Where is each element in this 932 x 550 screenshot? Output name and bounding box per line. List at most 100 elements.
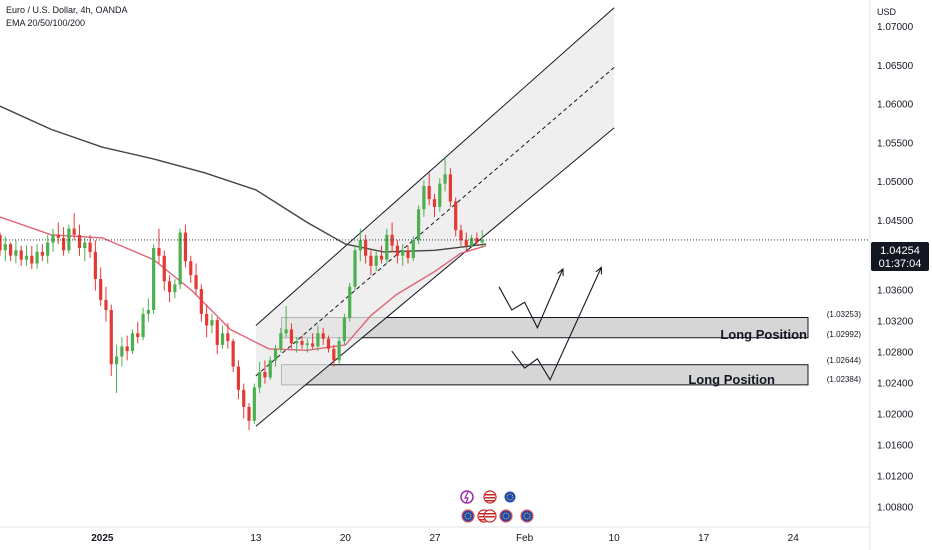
candle-body	[416, 209, 421, 241]
projection-arrowhead	[595, 266, 603, 275]
candle-body	[273, 348, 278, 361]
channel-lower-line	[255, 127, 615, 427]
candle-body	[141, 313, 145, 338]
candle-body	[231, 341, 235, 367]
symbol-title[interactable]: Euro / U.S. Dollar, 4h, OANDA	[6, 5, 128, 15]
candle-body	[77, 234, 82, 248]
time-tick-label: 24	[788, 533, 800, 544]
candle-body	[236, 366, 241, 390]
candle-body	[342, 317, 347, 341]
candle-body	[305, 343, 309, 345]
candle-body	[205, 313, 209, 326]
price-axis-panel	[870, 0, 932, 550]
candle-body	[295, 341, 299, 344]
ema-20-line	[0, 216, 487, 352]
candle-body	[178, 232, 182, 285]
candle-body	[3, 244, 7, 251]
candle-body	[358, 240, 362, 251]
candle-body	[99, 279, 103, 300]
candle-body	[146, 310, 150, 314]
price-tick-label: 1.03600	[877, 286, 914, 297]
us-flag-icon[interactable]	[483, 509, 497, 523]
candle-body	[364, 240, 368, 256]
price-tick-label: 1.05000	[877, 177, 914, 188]
candle-body	[152, 248, 156, 310]
ema-200-line	[0, 105, 487, 253]
price-badge: 1.04254 01:37:04	[871, 242, 929, 271]
price-badge-countdown: 01:37:04	[879, 258, 922, 270]
price-tick-label: 1.01200	[877, 472, 914, 483]
time-tick-label: 2025	[91, 533, 114, 544]
candle-body	[46, 242, 50, 256]
candle-body	[220, 333, 225, 345]
candle-body	[83, 242, 87, 248]
candle-body	[67, 228, 71, 251]
price-tick-label: 1.06000	[877, 100, 914, 111]
channel-layer	[255, 7, 615, 427]
candle-body	[109, 310, 113, 365]
candle-body	[348, 286, 352, 318]
candle-body	[448, 174, 452, 202]
candle-body	[40, 251, 44, 256]
channel-upper-line	[255, 7, 615, 326]
time-tick-label: 27	[429, 533, 441, 544]
candle-body	[284, 329, 288, 334]
candle-body	[390, 234, 394, 246]
candle-body	[210, 320, 214, 326]
us-flag-icon[interactable]	[483, 490, 497, 504]
currency-label[interactable]: USD	[877, 7, 897, 17]
candle-body	[337, 341, 341, 361]
candle-body	[432, 199, 437, 207]
candle-body	[14, 250, 18, 256]
candle-body	[61, 237, 66, 251]
price-badge-price: 1.04254	[880, 245, 920, 257]
projection-path	[498, 268, 564, 330]
zone-1-labels: (1.03253) Long Position (1.02992)	[720, 310, 861, 342]
flash-icon[interactable]	[460, 490, 474, 504]
zone-1-title: Long Position	[720, 327, 807, 342]
candle-body	[321, 333, 325, 339]
time-tick-label: 13	[250, 533, 262, 544]
candle-body	[0, 234, 2, 251]
candle-body	[167, 281, 172, 293]
eu-flag-icon[interactable]	[499, 509, 513, 523]
time-axis-labels: 2025 13 20 27 Feb 10 17 24	[91, 533, 799, 544]
price-badge-bg	[871, 242, 929, 271]
candle-body	[263, 372, 267, 378]
candle-body	[104, 299, 108, 310]
candle-body	[427, 186, 431, 200]
price-tick-label: 1.02800	[877, 348, 914, 359]
candle-body	[136, 333, 140, 338]
candle-body	[162, 255, 166, 282]
candle-body	[252, 387, 256, 421]
candle-body	[464, 240, 468, 246]
zone-2-bottom-tag: (1.02384)	[827, 375, 862, 384]
time-tick-label: 20	[340, 533, 352, 544]
eu-flag-icon[interactable]	[503, 490, 517, 504]
candle-body	[459, 230, 463, 241]
candle-body	[35, 251, 39, 264]
price-tick-label: 1.00800	[877, 503, 914, 514]
eu-flag-icon[interactable]	[520, 509, 534, 523]
candle-body	[157, 248, 161, 256]
zone-1-bottom-tag: (1.02992)	[827, 330, 862, 339]
candle-body	[226, 333, 230, 341]
candle-body	[125, 346, 129, 352]
candle-body	[454, 201, 458, 231]
channel-fill	[255, 7, 615, 427]
candle-body	[406, 250, 410, 259]
eu-flag-icon[interactable]	[461, 509, 475, 523]
projection-path	[511, 267, 602, 381]
candle-body	[8, 244, 13, 256]
candle-body	[385, 234, 389, 260]
candle-body	[289, 329, 294, 344]
candle-body	[422, 186, 426, 210]
event-icons[interactable]	[460, 490, 534, 523]
candle-body	[258, 372, 262, 388]
candle-body	[114, 356, 119, 365]
price-tick-label: 1.07000	[877, 22, 914, 33]
indicator-legend[interactable]: EMA 20/50/100/200	[6, 18, 86, 28]
candle-body	[24, 255, 29, 260]
